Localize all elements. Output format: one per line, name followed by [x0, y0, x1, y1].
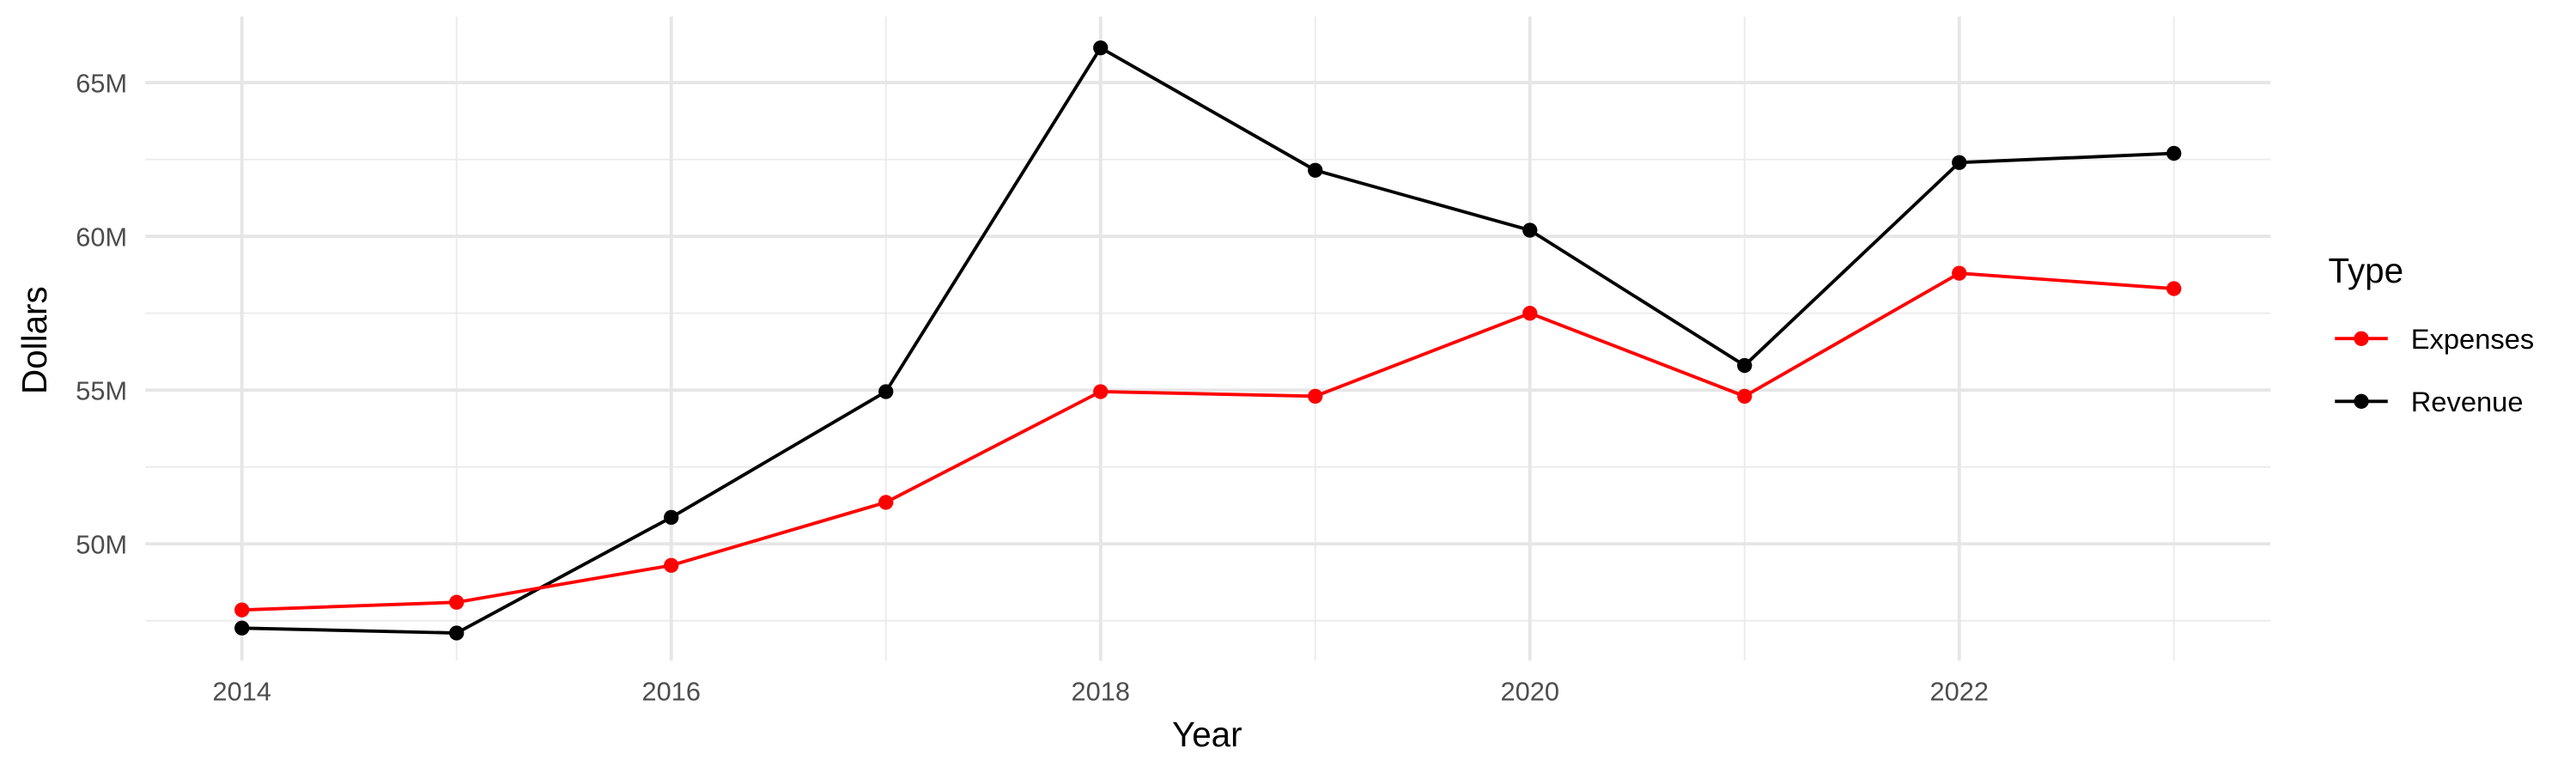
x-tick-label: 2018	[1072, 676, 1130, 706]
data-point	[234, 602, 250, 618]
x-tick-label: 2016	[642, 676, 701, 706]
data-point	[1093, 384, 1109, 399]
y-tick-label: 55M	[76, 376, 127, 406]
series-line	[241, 271, 2174, 612]
legend-title: Type	[2329, 251, 2404, 290]
x-tick-label: 2014	[213, 676, 271, 706]
data-point	[449, 625, 465, 641]
data-point	[234, 620, 250, 636]
data-point	[1952, 265, 1967, 281]
legend-marker	[2354, 331, 2369, 346]
data-point	[878, 495, 894, 510]
data-point	[1737, 357, 1753, 374]
x-axis-title: Year	[1172, 715, 1242, 754]
data-point	[1522, 306, 1538, 321]
legend-text: Revenue	[2411, 386, 2524, 417]
data-point	[664, 509, 679, 526]
legend-marker	[2354, 393, 2369, 409]
data-point	[2166, 281, 2182, 296]
y-axis-title: Dollars	[15, 286, 54, 394]
data-point	[1308, 162, 1323, 178]
series-line	[241, 46, 2174, 635]
data-point	[1522, 222, 1538, 238]
data-point	[878, 384, 894, 399]
data-point	[1308, 388, 1323, 405]
data-point	[1737, 388, 1753, 405]
x-tick-label: 2022	[1930, 676, 1989, 706]
data-point	[449, 594, 465, 610]
y-tick-label: 60M	[76, 222, 127, 253]
data-point	[664, 557, 679, 573]
data-point	[2166, 145, 2182, 161]
data-point	[1952, 155, 1967, 170]
legend-text: Expenses	[2411, 323, 2535, 355]
data-point	[1093, 40, 1109, 56]
y-tick-label: 65M	[76, 69, 127, 99]
y-tick-label: 50M	[76, 530, 127, 560]
grid	[145, 16, 2271, 661]
x-tick-label: 2020	[1501, 676, 1559, 706]
